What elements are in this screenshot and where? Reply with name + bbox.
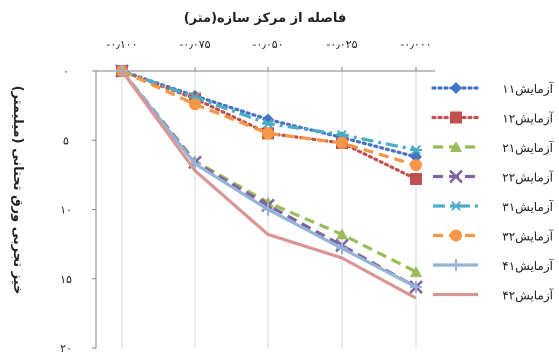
data-point (336, 129, 348, 140)
legend: آزمایش۱۱ آزمایش۱۲ آزمایش۲۱ آزمایش۲۲ آزمایش۳۱… (431, 81, 554, 304)
y-tick-label: ۱۵ (60, 273, 72, 286)
legend-item: آزمایش۳۲ (433, 229, 554, 245)
legend-label: آزمایش۱۱ (502, 81, 553, 97)
legend-marker (450, 82, 462, 94)
legend-label: آزمایش۲۱ (502, 140, 553, 156)
legend-item: آزمایش۳۱ (433, 199, 554, 215)
data-point (262, 127, 274, 140)
legend-marker (450, 259, 462, 271)
plot-area: -۰٫۱۰۰ -۰٫۰۷۵ -۰٫۰۵۰ -۰٫۰۲۵ -۰٫۰۰۰ ۰ ۵ ۱۰ ۱۵ ۲۰ (60, 38, 435, 355)
legend-label: آزمایش۴۲ (502, 288, 553, 304)
y-tick-label: ۱۰ (60, 204, 72, 217)
series-7 (116, 65, 422, 294)
legend-item: آزمایش۱۲ (431, 111, 554, 127)
series-line (120, 69, 417, 274)
series-line (121, 69, 417, 167)
series-line (120, 70, 417, 289)
series-line (120, 70, 417, 289)
x-tick-label: -۰٫۰۵۰ (252, 38, 283, 51)
legend-item: آزمایش۴۱ (433, 258, 554, 274)
x-tick-label: -۰٫۰۲۵ (326, 38, 357, 51)
data-point (410, 281, 422, 294)
y-axis-title: خیز تجربی ورق تحتانی (میلیمتر) (10, 86, 25, 295)
legend-marker (450, 229, 462, 242)
legend-item: آزمایش۱۱ (431, 81, 554, 97)
data-point (262, 118, 274, 129)
y-tick-label: ۵ (63, 134, 69, 147)
data-point (336, 228, 348, 240)
legend-marker (450, 111, 462, 124)
legend-label: آزمایش۱۲ (502, 111, 553, 127)
legend-item: آزمایش۲۲ (433, 170, 554, 186)
data-point (336, 137, 348, 150)
legend-item: آزمایش۲۱ (433, 140, 554, 156)
data-point (189, 98, 201, 111)
legend-label: آزمایش۳۱ (502, 199, 553, 215)
series-4 (115, 64, 423, 294)
series-6 (116, 65, 422, 172)
x-tick-label: -۰٫۱۰۰ (106, 38, 137, 51)
data-point (262, 203, 274, 216)
legend-marker (449, 169, 463, 184)
legend-item: آزمایش۴۲ (433, 288, 554, 304)
legend-label: آزمایش۳۲ (502, 229, 553, 245)
series-line (120, 70, 417, 300)
y-tick-label: ۲۰ (60, 342, 72, 355)
legend-label: آزمایش۲۲ (502, 170, 553, 186)
series-3 (116, 65, 422, 277)
legend-label: آزمایش۴۱ (502, 258, 553, 274)
y-tick-label: ۰ (63, 65, 69, 78)
x-tick-label: -۰٫۰۰۰ (400, 38, 431, 51)
series-line (120, 69, 418, 159)
legend-marker (450, 141, 462, 152)
x-axis-title: فاصله از مرکز سازه(متر) (184, 11, 347, 26)
data-point (336, 242, 348, 255)
series-1 (116, 65, 422, 163)
legend-marker (450, 201, 462, 211)
data-point (410, 159, 422, 172)
series-8 (120, 70, 417, 300)
x-tick-label: -۰٫۰۷۵ (179, 38, 210, 51)
data-point (410, 265, 422, 277)
data-point (410, 173, 422, 186)
data-point (410, 145, 422, 155)
series-5 (116, 66, 422, 155)
